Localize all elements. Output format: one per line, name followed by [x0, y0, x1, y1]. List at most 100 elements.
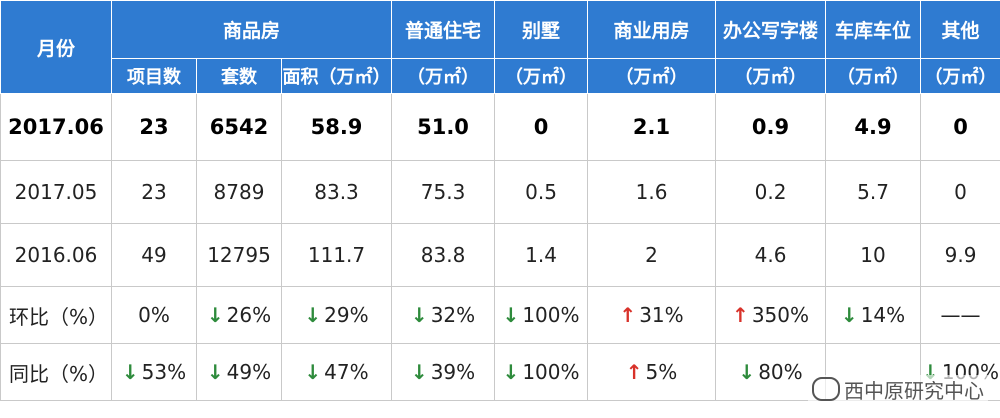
cell-commercial: ↑ 5%	[587, 343, 717, 401]
header-unit: （万㎡）	[587, 58, 717, 94]
table-row-mom: 环比（%） 0% ↓ 26% ↓ 29% ↓ 32% ↓ 100% ↑ 31% ↑ 350%…	[0, 286, 1000, 344]
arrow-down-icon: ↓	[502, 303, 520, 327]
pct-value: 39%	[430, 360, 476, 384]
cell-villa: ↓ 100%	[494, 343, 589, 401]
pct-value: 32%	[430, 303, 476, 327]
cell-office: 0.2	[715, 160, 827, 224]
header-unit: （万㎡）	[715, 58, 827, 94]
header-office: 办公写字楼	[715, 0, 827, 59]
cell-units: 8789	[196, 160, 282, 224]
cell-other: 0	[920, 160, 1000, 224]
cell-ordinary: 51.0	[391, 93, 496, 161]
table-row: 2017.06 23 6542 58.9 51.0 0 2.1 0.9 4.9 …	[0, 93, 1000, 161]
arrow-down-icon: ↓	[738, 360, 756, 384]
arrow-down-icon: ↓	[206, 303, 224, 327]
watermark: 西中原研究中心	[808, 375, 988, 404]
pct-value: 53%	[141, 360, 187, 384]
cell-villa: 1.4	[494, 223, 589, 287]
cell-projects: ↓ 53%	[111, 343, 197, 401]
cell-commercial: 2.1	[587, 93, 717, 161]
pct-value: 31%	[639, 303, 684, 327]
pct-value: 47%	[324, 360, 369, 384]
arrow-down-icon: ↓	[410, 360, 428, 384]
cell-commercial: 2	[587, 223, 717, 287]
pct-value: 26%	[226, 303, 272, 327]
pct-value: 80%	[758, 360, 803, 384]
arrow-down-icon: ↓	[502, 360, 520, 384]
header-unit: （万㎡）	[825, 58, 922, 94]
cell-ordinary: 75.3	[391, 160, 496, 224]
cell-other: ——	[920, 286, 1000, 344]
wechat-logo-icon	[812, 377, 840, 401]
header-commercial: 商业用房	[587, 0, 717, 59]
cell-area: 111.7	[280, 223, 393, 287]
header-villa: 别墅	[494, 0, 589, 59]
cell-area: 83.3	[280, 160, 393, 224]
arrow-up-icon: ↑	[619, 303, 637, 327]
header-month: 月份	[0, 0, 112, 94]
cell-area: ↓ 47%	[280, 343, 393, 401]
cell-villa: ↓ 100%	[494, 286, 589, 344]
header-unit: （万㎡）	[494, 58, 589, 94]
cell-garage: ↓ 14%	[825, 286, 922, 344]
cell-garage: 4.9	[825, 93, 922, 161]
pct-value: 14%	[860, 303, 906, 327]
cell-garage: 10	[825, 223, 922, 287]
arrow-down-icon: ↓	[840, 303, 858, 327]
pct-value: 0%	[138, 303, 170, 327]
cell-ordinary: 83.8	[391, 223, 496, 287]
header-garage: 车库车位	[825, 0, 922, 59]
cell-month: 2016.06	[0, 223, 112, 287]
pct-value: 49%	[226, 360, 272, 384]
header-other: 其他	[920, 0, 1000, 59]
pct-value: 350%	[751, 303, 809, 327]
arrow-down-icon: ↓	[410, 303, 428, 327]
cell-units: 12795	[196, 223, 282, 287]
header-area: 面积（万㎡）	[280, 58, 393, 94]
cell-units: ↓ 26%	[196, 286, 282, 344]
cell-other: 9.9	[920, 223, 1000, 287]
pct-value: 5%	[645, 360, 678, 384]
header-unit: （万㎡）	[920, 58, 1000, 94]
table-row: 2016.06 49 12795 111.7 83.8 1.4 2 4.6 10…	[0, 223, 1000, 287]
cell-month: 2017.06	[0, 93, 112, 161]
cell-office: ↓ 80%	[715, 343, 827, 401]
cell-label: 同比（%）	[0, 343, 112, 401]
cell-villa: 0.5	[494, 160, 589, 224]
cell-ordinary: ↓ 32%	[391, 286, 496, 344]
pct-value: 100%	[522, 360, 580, 384]
arrow-down-icon: ↓	[121, 360, 139, 384]
cell-projects: 23	[111, 160, 197, 224]
cell-office: 0.9	[715, 93, 827, 161]
cell-projects: 0%	[111, 286, 197, 344]
header-ordinary-residence: 普通住宅	[391, 0, 496, 59]
cell-month: 2017.05	[0, 160, 112, 224]
cell-villa: 0	[494, 93, 589, 161]
cell-office: ↑ 350%	[715, 286, 827, 344]
cell-commercial: 1.6	[587, 160, 717, 224]
cell-ordinary: ↓ 39%	[391, 343, 496, 401]
arrow-down-icon: ↓	[304, 360, 322, 384]
watermark-text: 西中原研究中心	[844, 379, 984, 403]
arrow-down-icon: ↓	[304, 303, 322, 327]
arrow-down-icon: ↓	[206, 360, 224, 384]
cell-area: 58.9	[280, 93, 393, 161]
stats-table: 月份 商品房 普通住宅 别墅 商业用房 办公写字楼 车库车位 其他 项目数 套数…	[0, 0, 1000, 401]
arrow-up-icon: ↑	[732, 303, 749, 327]
cell-projects: 49	[111, 223, 197, 287]
cell-other: 0	[920, 93, 1000, 161]
cell-office: 4.6	[715, 223, 827, 287]
pct-value: 100%	[522, 303, 580, 327]
cell-units: 6542	[196, 93, 282, 161]
cell-projects: 23	[111, 93, 197, 161]
arrow-up-icon: ↑	[625, 360, 643, 384]
cell-units: ↓ 49%	[196, 343, 282, 401]
cell-label: 环比（%）	[0, 286, 112, 344]
cell-commercial: ↑ 31%	[587, 286, 717, 344]
header-unit: （万㎡）	[391, 58, 496, 94]
header-units: 套数	[196, 58, 282, 94]
pct-value: 29%	[324, 303, 369, 327]
cell-area: ↓ 29%	[280, 286, 393, 344]
cell-garage: 5.7	[825, 160, 922, 224]
